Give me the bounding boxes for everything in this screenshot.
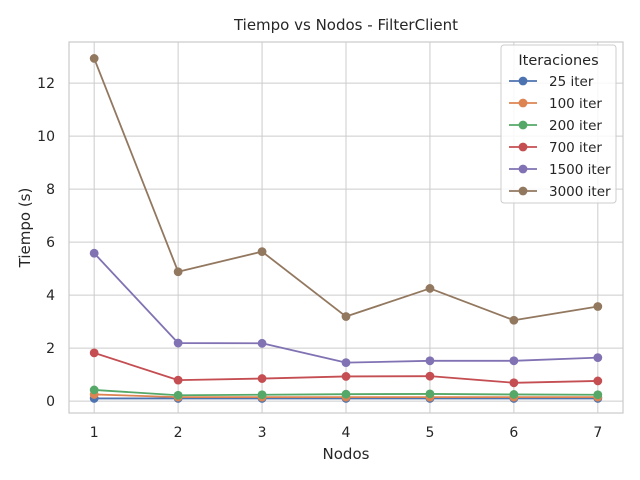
x-tick-label: 2 [174,425,183,441]
data-point [257,374,267,383]
x-tick-label: 4 [342,425,351,441]
data-point [425,389,435,399]
legend-marker [518,76,528,86]
x-axis-label: Nodos [323,445,370,463]
data-point [257,390,267,400]
data-point [173,375,183,385]
data-point [593,390,603,400]
y-tick-label: 6 [46,235,55,251]
legend-item: 25 iter [509,74,594,90]
legend-item: 700 iter [509,140,602,156]
legend-marker [518,98,528,108]
series-1500-iter [89,248,603,368]
legend-title: Iteraciones [518,53,598,69]
data-point [593,376,603,386]
legend-label: 200 iter [549,118,602,134]
y-axis-label: Tiempo (s) [16,188,34,269]
data-point [257,247,267,257]
legend-label: 3000 iter [549,184,611,200]
data-point [509,356,519,366]
x-tick-label: 7 [593,425,602,441]
legend-label: 700 iter [549,140,602,156]
data-point [509,315,519,325]
chart-title: Tiempo vs Nodos - FilterClient [233,16,458,34]
data-point [593,353,603,363]
data-point [425,284,435,293]
data-point [173,267,183,277]
legend: Iteraciones 25 iter 100 iter 200 iter 700 i… [500,44,617,204]
legend-item: 200 iter [509,118,602,134]
data-point [89,385,99,395]
y-tick-label: 4 [46,288,55,304]
legend-label: 1500 iter [549,162,611,178]
x-tick-label: 5 [425,425,434,441]
data-point [425,356,435,366]
legend-label: 100 iter [549,96,602,112]
data-point [257,338,267,348]
legend-label: 25 iter [549,74,594,90]
legend-marker [518,164,528,174]
data-point [509,390,519,399]
legend-item: 1500 iter [509,162,611,178]
legend-box [500,44,617,204]
data-point [341,358,351,368]
legend-marker [518,186,528,196]
y-tick-label: 0 [46,394,55,410]
series-layer [89,54,603,403]
x-tick-label: 6 [509,425,518,441]
data-point [509,378,519,388]
legend-item: 100 iter [509,96,602,112]
legend-item: 3000 iter [509,184,611,200]
y-tick-label: 10 [37,129,55,145]
legend-items: 25 iter 100 iter 200 iter 700 iter 1500 iter… [509,74,611,200]
series-200-iter [89,385,603,400]
data-point [173,338,183,348]
data-point [425,371,435,381]
legend-marker [518,120,528,130]
y-tick-label: 12 [37,76,55,92]
series-3000-iter [89,54,603,325]
data-point [173,390,183,400]
data-point [89,248,99,258]
data-point [341,372,351,381]
legend-marker [518,142,528,152]
x-axis-ticks: 1 2 3 4 5 6 7 [90,425,603,441]
plot-frame [68,41,624,414]
x-tick-label: 3 [258,425,267,441]
y-tick-label: 2 [46,341,55,357]
x-tick-label: 1 [90,425,99,441]
data-point [89,348,99,358]
y-tick-label: 8 [46,182,55,198]
series-700-iter [89,348,603,388]
data-point [89,54,99,63]
data-point [593,302,603,311]
y-axis-ticks: 0 2 4 6 8 10 12 [37,76,55,410]
grid-lines [69,42,623,413]
data-point [341,389,351,399]
data-point [341,312,351,321]
